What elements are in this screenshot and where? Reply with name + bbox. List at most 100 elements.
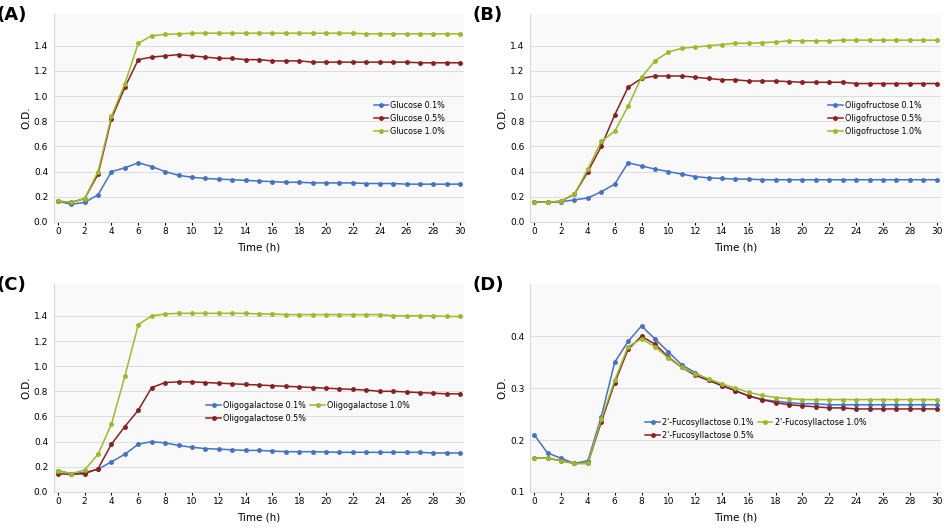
- Glucose 0.1%: [401, 181, 412, 187]
- Oligofructose 0.5%: [891, 80, 902, 87]
- Glucose 1.0%: [441, 31, 452, 37]
- 2'-Fucosyllactose 1.0%: [797, 396, 808, 403]
- 2'-Fucosyllactose 0.5%: [596, 419, 607, 425]
- Oligofructose 0.5%: [622, 84, 634, 90]
- 2'-Fucosyllactose 1.0%: [770, 394, 781, 400]
- Oligofructose 0.1%: [904, 177, 916, 183]
- Oligofructose 0.5%: [837, 79, 848, 86]
- Oligogalactose 1.0%: [119, 373, 130, 379]
- Oligofructose 0.5%: [918, 80, 929, 87]
- Glucose 1.0%: [160, 31, 171, 38]
- Oligofructose 0.1%: [556, 198, 567, 205]
- Glucose 0.5%: [173, 51, 184, 58]
- 2'-Fucosyllactose 0.1%: [784, 399, 795, 406]
- Oligofructose 0.1%: [931, 177, 942, 183]
- 2'-Fucosyllactose 1.0%: [622, 343, 634, 350]
- 2'-Fucosyllactose 0.1%: [716, 382, 728, 389]
- Oligogalactose 0.1%: [333, 449, 345, 455]
- 2'-Fucosyllactose 0.1%: [609, 359, 620, 366]
- Line: Oligofructose 0.5%: Oligofructose 0.5%: [532, 74, 939, 204]
- Oligogalactose 0.1%: [186, 444, 198, 451]
- 2'-Fucosyllactose 0.1%: [770, 398, 781, 404]
- Glucose 0.5%: [441, 60, 452, 66]
- Oligofructose 1.0%: [569, 191, 580, 197]
- Oligofructose 1.0%: [542, 199, 553, 206]
- Oligogalactose 0.5%: [160, 379, 171, 386]
- Glucose 1.0%: [66, 199, 77, 206]
- Glucose 0.5%: [105, 115, 117, 122]
- Oligofructose 1.0%: [784, 38, 795, 44]
- 2'-Fucosyllactose 0.5%: [649, 341, 660, 347]
- Line: Oligofructose 1.0%: Oligofructose 1.0%: [532, 39, 939, 204]
- Glucose 1.0%: [146, 33, 158, 39]
- Oligofructose 0.5%: [528, 198, 540, 205]
- Glucose 0.1%: [374, 180, 386, 187]
- Oligofructose 1.0%: [756, 40, 768, 46]
- 2'-Fucosyllactose 1.0%: [663, 355, 674, 361]
- Glucose 0.1%: [200, 175, 211, 181]
- 2'-Fucosyllactose 0.5%: [690, 372, 701, 378]
- Oligofructose 0.5%: [703, 75, 714, 81]
- Glucose 0.5%: [401, 59, 412, 65]
- Oligogalactose 0.5%: [361, 387, 372, 393]
- 2'-Fucosyllactose 1.0%: [756, 393, 768, 399]
- 2'-Fucosyllactose 1.0%: [649, 343, 660, 350]
- Oligogalactose 1.0%: [307, 312, 318, 318]
- Glucose 0.1%: [226, 177, 238, 183]
- Oligofructose 0.1%: [756, 177, 768, 183]
- Glucose 0.1%: [294, 179, 305, 186]
- Oligofructose 1.0%: [676, 45, 688, 51]
- Glucose 1.0%: [307, 30, 318, 37]
- Line: Oligofructose 0.1%: Oligofructose 0.1%: [532, 161, 939, 204]
- Line: Oligogalactose 0.1%: Oligogalactose 0.1%: [56, 440, 462, 476]
- Oligogalactose 0.5%: [79, 470, 90, 477]
- Legend: Oligofructose 0.1%, Oligofructose 0.5%, Oligofructose 1.0%: Oligofructose 0.1%, Oligofructose 0.5%, …: [826, 98, 924, 138]
- Glucose 0.1%: [213, 176, 224, 183]
- Oligofructose 1.0%: [609, 128, 620, 134]
- Oligofructose 0.5%: [770, 78, 781, 84]
- Oligofructose 0.5%: [556, 198, 567, 204]
- 2'-Fucosyllactose 0.1%: [864, 402, 875, 408]
- Glucose 0.1%: [454, 181, 466, 187]
- 2'-Fucosyllactose 1.0%: [784, 395, 795, 402]
- Oligofructose 0.1%: [569, 197, 580, 203]
- Glucose 0.1%: [307, 180, 318, 186]
- Oligogalactose 0.1%: [240, 447, 252, 453]
- Legend: Glucose 0.1%, Glucose 0.5%, Glucose 1.0%: Glucose 0.1%, Glucose 0.5%, Glucose 1.0%: [371, 98, 447, 138]
- Glucose 1.0%: [361, 31, 372, 37]
- Oligogalactose 0.1%: [320, 449, 332, 455]
- 2'-Fucosyllactose 0.1%: [582, 458, 594, 464]
- Glucose 0.5%: [200, 54, 211, 60]
- Oligogalactose 0.5%: [294, 384, 305, 390]
- 2'-Fucosyllactose 0.1%: [918, 402, 929, 408]
- Oligogalactose 0.5%: [133, 407, 144, 413]
- 2'-Fucosyllactose 1.0%: [528, 455, 540, 461]
- Legend: 2'-Fucosyllactose 0.1%, 2'-Fucosyllactose 0.5%, 2'-Fucosyllactose 1.0%: 2'-Fucosyllactose 0.1%, 2'-Fucosyllactos…: [643, 415, 869, 442]
- Oligogalactose 0.5%: [414, 389, 426, 396]
- 2'-Fucosyllactose 0.5%: [528, 455, 540, 461]
- Y-axis label: O.D.: O.D.: [498, 377, 507, 399]
- Oligogalactose 1.0%: [414, 313, 426, 319]
- 2'-Fucosyllactose 1.0%: [556, 458, 567, 464]
- 2'-Fucosyllactose 0.1%: [810, 400, 822, 407]
- Line: 2'-Fucosyllactose 0.1%: 2'-Fucosyllactose 0.1%: [532, 324, 939, 465]
- Oligofructose 1.0%: [891, 37, 902, 43]
- Oligogalactose 0.1%: [160, 440, 171, 446]
- Oligofructose 0.1%: [716, 175, 728, 181]
- 2'-Fucosyllactose 0.5%: [636, 333, 647, 340]
- Oligogalactose 1.0%: [66, 470, 77, 477]
- Oligogalactose 0.5%: [240, 381, 252, 388]
- 2'-Fucosyllactose 0.1%: [676, 362, 688, 368]
- Glucose 0.5%: [347, 59, 358, 65]
- Oligofructose 1.0%: [743, 40, 754, 47]
- Glucose 1.0%: [79, 195, 90, 202]
- Glucose 1.0%: [52, 198, 64, 204]
- 2'-Fucosyllactose 0.1%: [596, 414, 607, 420]
- Oligofructose 0.5%: [743, 78, 754, 84]
- Glucose 0.5%: [226, 55, 238, 61]
- Oligofructose 0.5%: [716, 77, 728, 83]
- 2'-Fucosyllactose 0.5%: [918, 406, 929, 412]
- Oligofructose 0.1%: [703, 175, 714, 181]
- Oligogalactose 0.5%: [374, 388, 386, 395]
- 2'-Fucosyllactose 0.1%: [730, 388, 741, 394]
